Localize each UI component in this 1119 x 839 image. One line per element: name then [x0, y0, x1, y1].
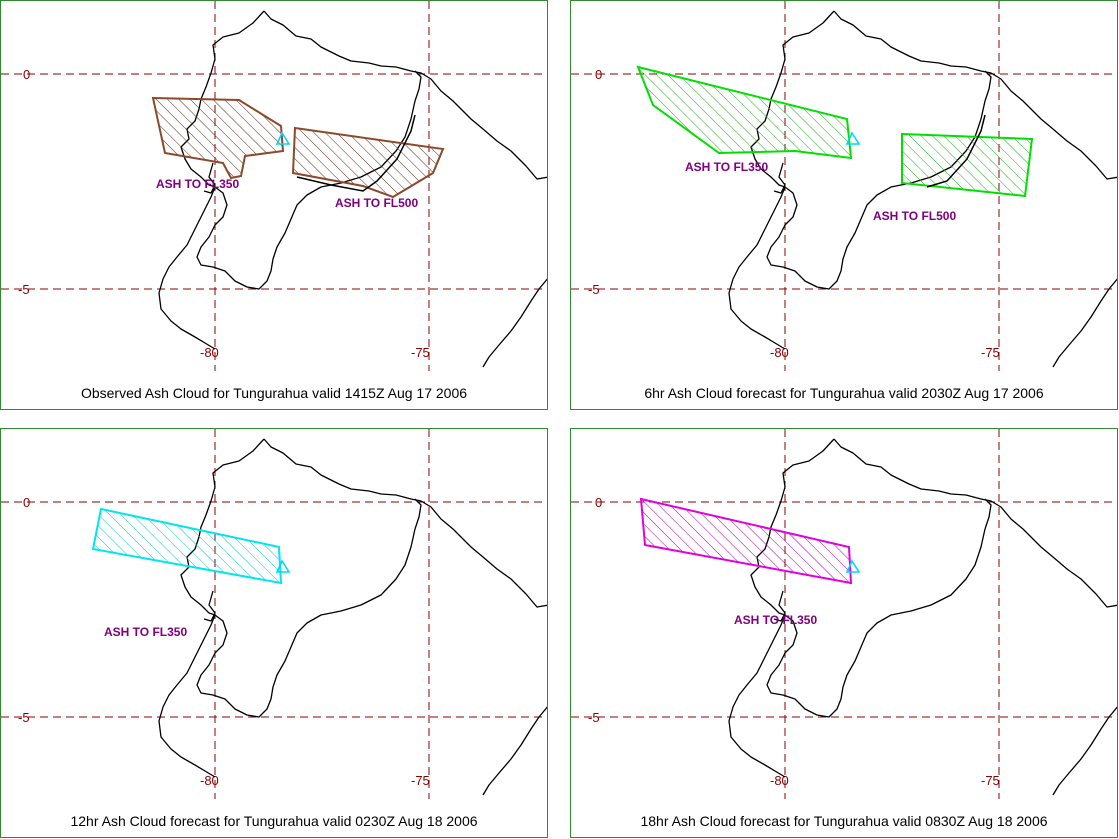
tungurahua-volcano-icon — [275, 131, 291, 145]
lon-label-minus80: -80 — [200, 773, 219, 788]
lon-label-minus80: -80 — [200, 345, 219, 360]
tungurahua-volcano-icon — [845, 131, 861, 145]
lon-label-minus80: -80 — [770, 773, 789, 788]
ash-label-fl500: ASH TO FL500 — [873, 209, 956, 223]
lat-label-0: 0 — [595, 495, 602, 510]
ash-cloud-fl350-polygon — [639, 497, 853, 585]
map-18hr-forecast: 0 -5 -80 -75 ASH TO FL350 — [571, 429, 1117, 799]
panel-caption: 18hr Ash Cloud forecast for Tungurahua v… — [640, 813, 1048, 829]
ash-label-fl350: ASH TO FL350 — [734, 613, 817, 627]
map-observed: 0 -5 -80 -75 ASH TO FL350 ASH TO FL500 — [1, 1, 547, 371]
panel-caption: 6hr Ash Cloud forecast for Tungurahua va… — [644, 385, 1044, 401]
gulf-inlet — [773, 162, 786, 194]
lon-label-minus75: -75 — [411, 345, 430, 360]
lat-label-0: 0 — [23, 495, 30, 510]
ash-cloud-fl350-polygon — [151, 96, 285, 180]
panel-observed: 0 -5 -80 -75 ASH TO FL350 ASH TO FL500 O… — [0, 0, 548, 410]
lat-label-minus5: -5 — [18, 282, 30, 297]
ash-cloud-fl350-polygon — [636, 65, 853, 160]
lat-label-minus5: -5 — [18, 710, 30, 725]
lon-label-minus80: -80 — [770, 345, 789, 360]
lat-label-minus5: -5 — [588, 710, 600, 725]
lat-label-minus5: -5 — [588, 282, 600, 297]
gulf-inlet — [203, 590, 216, 622]
panel-6hr-forecast: 0 -5 -80 -75 ASH TO FL350 ASH TO FL500 6… — [570, 0, 1118, 410]
ash-cloud-fl500-polygon — [291, 126, 445, 199]
ash-label-fl350: ASH TO FL350 — [104, 625, 187, 639]
panel-18hr-forecast: 0 -5 -80 -75 ASH TO FL350 18hr Ash Cloud… — [570, 428, 1118, 838]
lat-label-0: 0 — [595, 67, 602, 82]
lon-label-minus75: -75 — [981, 773, 1000, 788]
gulf-inlet — [773, 590, 786, 622]
map-6hr-forecast: 0 -5 -80 -75 ASH TO FL350 ASH TO FL500 — [571, 1, 1117, 371]
coastline-and-borders — [728, 10, 1117, 368]
lon-label-minus75: -75 — [411, 773, 430, 788]
panel-caption: 12hr Ash Cloud forecast for Tungurahua v… — [70, 813, 478, 829]
andes-ridge-line — [296, 114, 416, 192]
ash-cloud-fl500-polygon — [901, 132, 1034, 198]
map-12hr-forecast: 0 -5 -80 -75 ASH TO FL350 — [1, 429, 547, 799]
panel-12hr-forecast: 0 -5 -80 -75 ASH TO FL350 12hr Ash Cloud… — [0, 428, 548, 838]
ash-label-fl350: ASH TO FL350 — [156, 177, 239, 191]
ash-label-fl500: ASH TO FL500 — [335, 196, 418, 210]
panel-caption: Observed Ash Cloud for Tungurahua valid … — [80, 385, 468, 401]
lon-label-minus75: -75 — [981, 345, 1000, 360]
coastline-and-borders — [158, 438, 547, 796]
ash-cloud-fl350-polygon — [91, 507, 283, 585]
ash-label-fl350: ASH TO FL350 — [685, 160, 768, 174]
tungurahua-volcano-icon — [275, 559, 291, 573]
andes-ridge-line — [926, 114, 986, 188]
tungurahua-volcano-icon — [845, 559, 861, 573]
lat-label-0: 0 — [23, 67, 30, 82]
gulf-inlet — [203, 162, 216, 194]
